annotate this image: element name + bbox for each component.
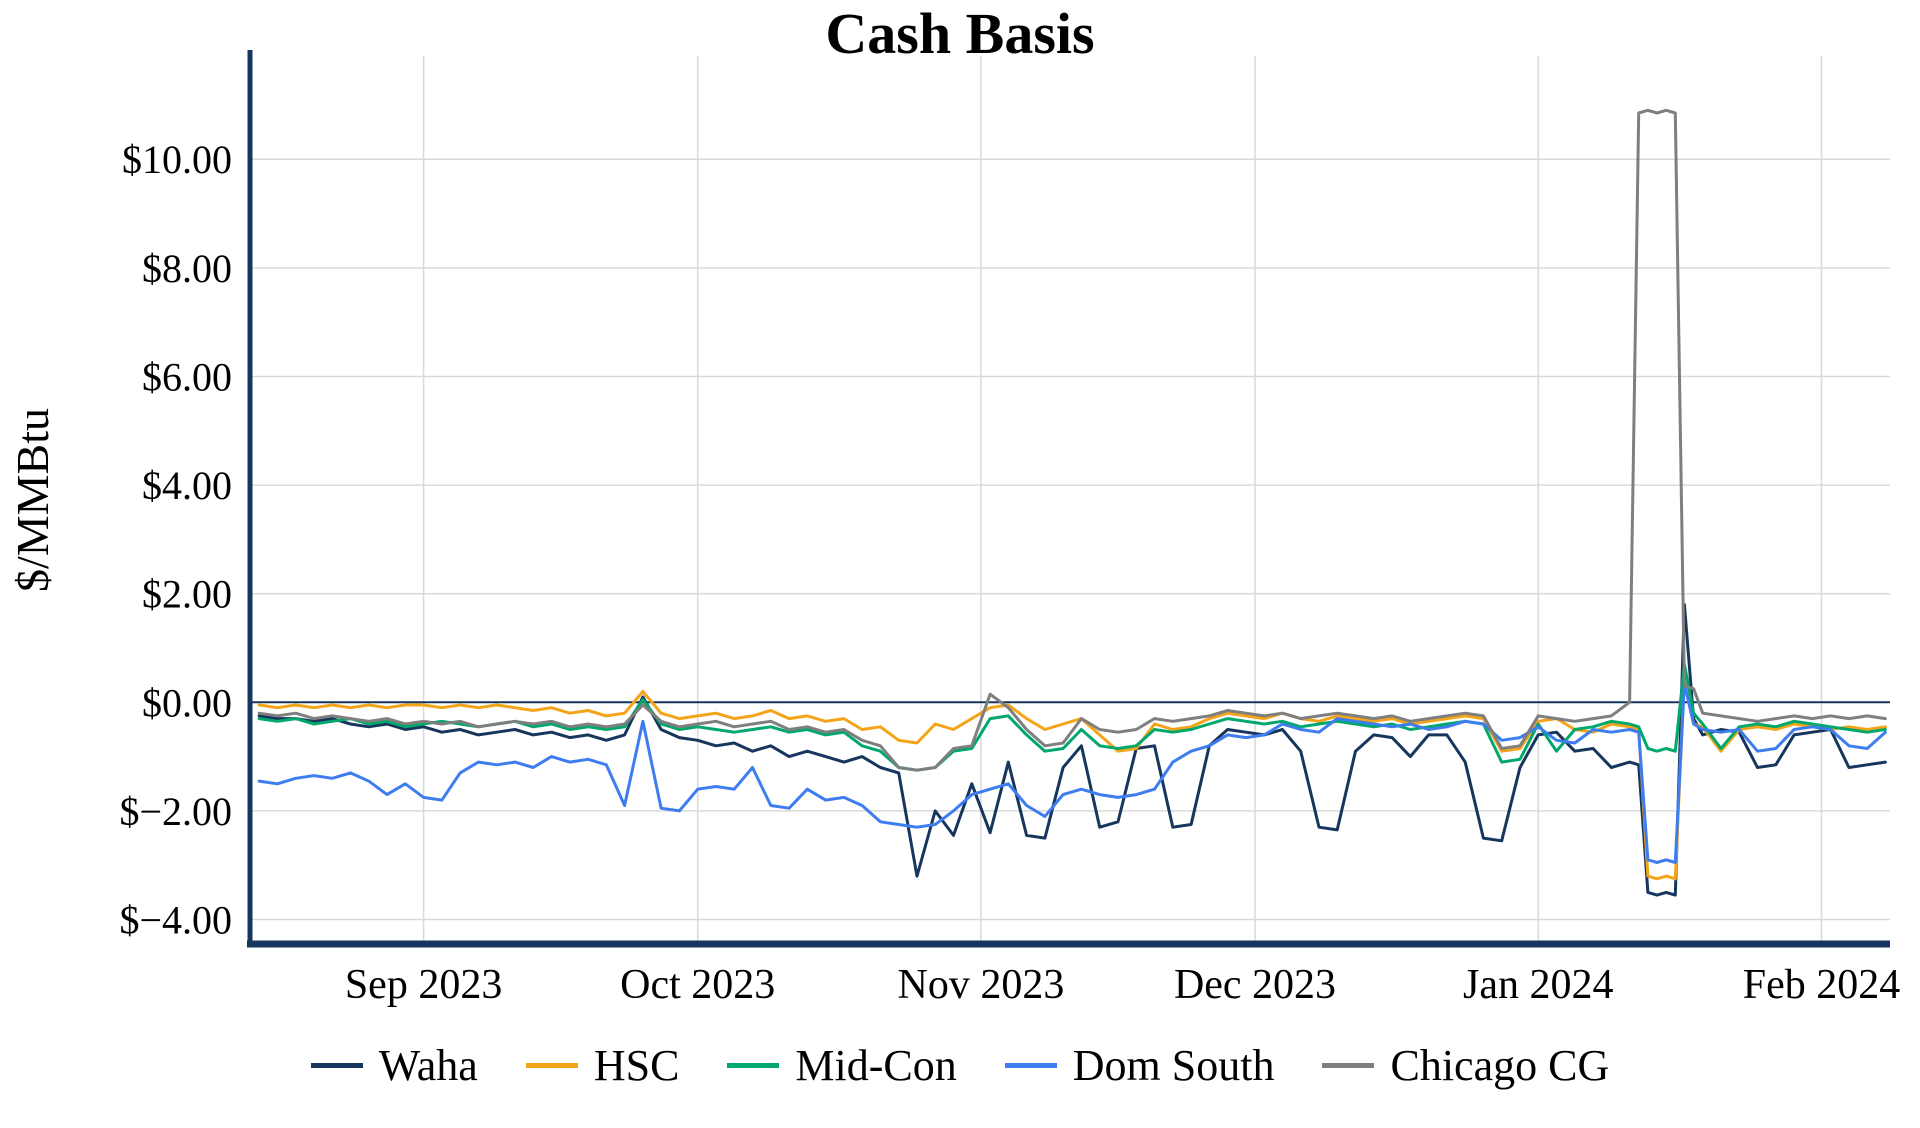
chart-legend: Waha HSC Mid-Con Dom South Chicago CG <box>0 1040 1920 1091</box>
legend-swatch-mid-con <box>727 1063 780 1068</box>
y-tick-label: $2.00 <box>142 572 232 617</box>
legend-label-dom-south: Dom South <box>1072 1041 1275 1090</box>
x-tick-label: Dec 2023 <box>1174 962 1336 1008</box>
legend-item-waha: Waha <box>310 1040 478 1091</box>
y-axis-title-text: $/MMBtu <box>6 407 58 593</box>
legend-label-waha: Waha <box>378 1041 478 1090</box>
series-line-waha <box>257 603 1887 897</box>
x-tick-label: Nov 2023 <box>897 962 1064 1008</box>
legend-item-mid-con: Mid-Con <box>727 1040 957 1091</box>
y-tick-label: $10.00 <box>122 137 232 182</box>
y-tick-label: $−4.00 <box>119 898 232 943</box>
legend-item-hsc: HSC <box>525 1040 680 1091</box>
x-tick-label: Feb 2024 <box>1743 962 1901 1008</box>
y-tick-label: $0.00 <box>142 680 232 725</box>
y-tick-label: $8.00 <box>142 246 232 291</box>
series-line-dom-south <box>257 681 1887 864</box>
x-tick-label: Oct 2023 <box>620 962 775 1008</box>
x-tick-label: Jan 2024 <box>1463 962 1614 1008</box>
legend-swatch-hsc <box>525 1063 578 1068</box>
legend-label-hsc: HSC <box>593 1041 680 1090</box>
legend-swatch-chicago-cg <box>1322 1063 1375 1068</box>
legend-item-chicago-cg: Chicago CG <box>1322 1040 1609 1091</box>
y-tick-label: $4.00 <box>142 463 232 508</box>
chart-title: Cash Basis <box>825 1 1095 66</box>
y-tick-label: $−2.00 <box>119 789 232 834</box>
legend-label-chicago-cg: Chicago CG <box>1390 1041 1610 1090</box>
legend-label-mid-con: Mid-Con <box>795 1041 957 1090</box>
x-tick-label: Sep 2023 <box>345 962 503 1008</box>
legend-item-dom-south: Dom South <box>1004 1040 1275 1091</box>
chart-canvas: $10.00 $8.00 $6.00 $4.00 $2.00 $0.00 $−2.00 $−4… <box>119 50 1901 1008</box>
legend-swatch-waha <box>310 1063 363 1068</box>
y-axis-title: $/MMBtu <box>2 56 62 944</box>
legend-swatch-dom-south <box>1004 1063 1057 1068</box>
series-line-chicago-cg <box>257 108 1887 772</box>
series-line-hsc <box>257 673 1887 881</box>
series-line-mid-con <box>257 662 1887 772</box>
y-tick-label: $6.00 <box>142 354 232 399</box>
